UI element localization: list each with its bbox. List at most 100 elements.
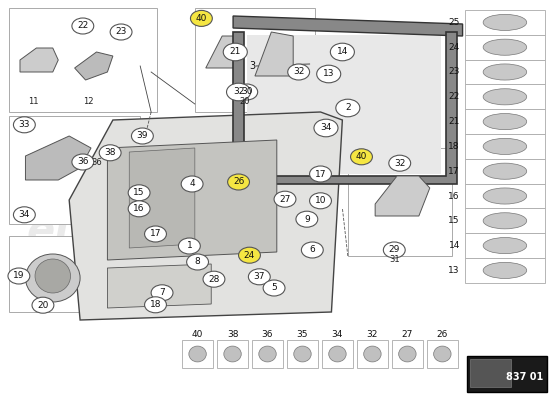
Text: 6: 6 <box>310 246 315 254</box>
Ellipse shape <box>294 346 311 362</box>
Ellipse shape <box>483 114 527 130</box>
Ellipse shape <box>329 346 346 362</box>
Ellipse shape <box>223 43 248 61</box>
FancyBboxPatch shape <box>356 340 388 368</box>
Ellipse shape <box>35 259 70 293</box>
Text: 17: 17 <box>315 170 326 178</box>
FancyBboxPatch shape <box>465 84 544 109</box>
Ellipse shape <box>131 128 153 144</box>
Polygon shape <box>107 264 211 308</box>
Ellipse shape <box>274 191 296 207</box>
Text: 21: 21 <box>229 48 241 56</box>
Text: 5: 5 <box>271 284 277 292</box>
FancyBboxPatch shape <box>465 258 544 283</box>
Text: 13: 13 <box>323 70 334 78</box>
Text: 27: 27 <box>279 195 291 204</box>
FancyBboxPatch shape <box>392 340 424 368</box>
Ellipse shape <box>483 163 527 179</box>
Ellipse shape <box>331 43 354 61</box>
Ellipse shape <box>189 346 206 362</box>
Ellipse shape <box>317 65 341 83</box>
Polygon shape <box>206 36 239 68</box>
Ellipse shape <box>13 117 35 133</box>
FancyBboxPatch shape <box>9 236 96 312</box>
Polygon shape <box>233 16 463 36</box>
Text: 35: 35 <box>297 330 308 339</box>
Text: 32: 32 <box>367 330 378 339</box>
Text: 14: 14 <box>448 241 460 250</box>
Ellipse shape <box>433 346 451 362</box>
FancyBboxPatch shape <box>9 8 157 112</box>
Text: 18: 18 <box>150 300 161 309</box>
Polygon shape <box>69 112 342 320</box>
Ellipse shape <box>483 213 527 229</box>
FancyBboxPatch shape <box>465 208 544 233</box>
Ellipse shape <box>32 297 54 313</box>
FancyBboxPatch shape <box>287 340 318 368</box>
Text: 2: 2 <box>345 104 351 112</box>
Text: 24: 24 <box>449 43 460 52</box>
FancyBboxPatch shape <box>247 35 441 174</box>
Polygon shape <box>25 136 91 180</box>
Text: 24: 24 <box>244 251 255 260</box>
FancyBboxPatch shape <box>465 109 544 134</box>
Ellipse shape <box>383 242 405 258</box>
FancyBboxPatch shape <box>465 233 544 258</box>
Polygon shape <box>75 52 113 80</box>
Text: 32: 32 <box>293 68 304 76</box>
Text: 26: 26 <box>437 330 448 339</box>
Ellipse shape <box>350 149 372 165</box>
Ellipse shape <box>296 211 318 227</box>
Text: 1: 1 <box>186 242 192 250</box>
Text: 38: 38 <box>104 148 116 157</box>
Text: 40: 40 <box>192 330 204 339</box>
Text: 31: 31 <box>389 256 400 264</box>
Ellipse shape <box>389 155 411 171</box>
Ellipse shape <box>483 14 527 30</box>
Ellipse shape <box>364 346 381 362</box>
Polygon shape <box>255 32 293 76</box>
Ellipse shape <box>483 89 527 105</box>
Ellipse shape <box>310 166 332 182</box>
Text: 20: 20 <box>37 301 48 310</box>
Ellipse shape <box>151 285 173 301</box>
Ellipse shape <box>186 254 208 270</box>
FancyBboxPatch shape <box>465 35 544 60</box>
Text: 39: 39 <box>136 132 148 140</box>
Text: 10: 10 <box>315 196 326 205</box>
Ellipse shape <box>236 84 258 100</box>
Text: 16: 16 <box>448 192 460 200</box>
Text: 4: 4 <box>189 180 195 188</box>
Ellipse shape <box>178 238 200 254</box>
Text: 34: 34 <box>332 330 343 339</box>
Text: 27: 27 <box>402 330 413 339</box>
Text: 12: 12 <box>83 98 94 106</box>
Text: 26: 26 <box>233 178 244 186</box>
Text: 32: 32 <box>394 159 405 168</box>
Text: 18: 18 <box>448 142 460 151</box>
Polygon shape <box>375 176 430 216</box>
Text: 36: 36 <box>77 158 89 166</box>
FancyBboxPatch shape <box>252 340 283 368</box>
Ellipse shape <box>128 185 150 201</box>
Text: a passion for excellence: a passion for excellence <box>40 273 207 287</box>
Ellipse shape <box>314 119 338 137</box>
Ellipse shape <box>181 176 203 192</box>
Text: 837 01: 837 01 <box>506 372 543 382</box>
Text: 9: 9 <box>304 215 310 224</box>
Text: 37: 37 <box>254 272 265 281</box>
FancyBboxPatch shape <box>468 356 547 392</box>
Text: 28: 28 <box>208 275 219 284</box>
Text: 14: 14 <box>337 48 348 56</box>
Ellipse shape <box>25 254 80 302</box>
FancyBboxPatch shape <box>465 134 544 159</box>
Ellipse shape <box>72 18 94 34</box>
Ellipse shape <box>227 83 251 101</box>
Ellipse shape <box>128 201 150 217</box>
Text: 36: 36 <box>262 330 273 339</box>
FancyBboxPatch shape <box>217 340 249 368</box>
Text: 22: 22 <box>449 92 460 101</box>
Text: 30: 30 <box>241 88 252 96</box>
Text: 40: 40 <box>356 152 367 161</box>
Ellipse shape <box>483 262 527 278</box>
